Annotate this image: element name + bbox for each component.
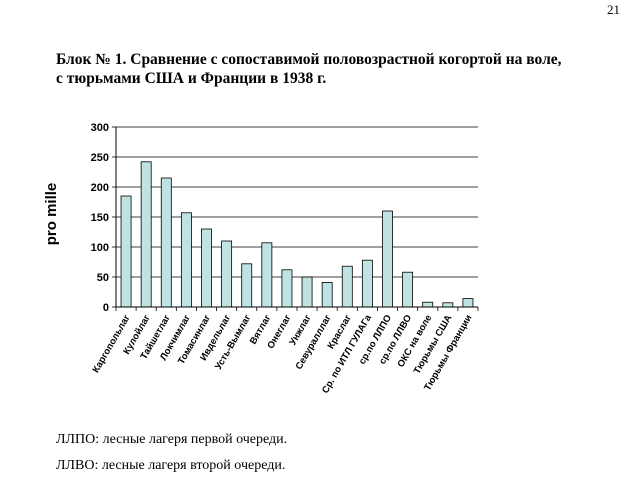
chart-gridlines: [116, 126, 478, 278]
bar: [241, 263, 253, 308]
y-tick-label: 150: [91, 212, 109, 224]
bar: [321, 281, 333, 308]
block-title-line-2: с тюрьмами США и Франции в 1938 г.: [56, 70, 327, 87]
bar: [281, 269, 293, 308]
chart-axes: [112, 126, 479, 311]
mortality-bar-chart: 0 50 100 150 200 250 300 КаргопольлагКулойлагТ…: [43, 122, 479, 395]
y-axis-label: pro mille: [43, 183, 60, 246]
y-tick-label: 100: [91, 242, 109, 254]
bar: [201, 228, 212, 308]
bar: [180, 212, 192, 308]
bar: [261, 242, 273, 308]
note-llpo: ЛЛПО: лесные лагеря первой очереди.: [56, 432, 288, 447]
bar: [341, 265, 353, 308]
y-tick-label: 200: [91, 182, 109, 194]
y-tick-label: 50: [97, 272, 109, 284]
bar: [382, 210, 393, 308]
bar: [160, 177, 172, 308]
bar: [301, 276, 313, 308]
y-tick-label: 0: [103, 302, 109, 314]
bar: [140, 161, 152, 308]
bar: [442, 302, 454, 308]
block-title-line-1: Блок № 1. Сравнение с сопоставимой полов…: [56, 51, 562, 68]
block-title: Блок № 1. Сравнение с сопоставимой полов…: [56, 50, 626, 88]
bar: [361, 259, 373, 308]
y-tick-labels: 0 50 100 150 200 250 300: [91, 122, 109, 314]
bar: [462, 298, 474, 308]
chart-bars: [120, 161, 474, 308]
y-tick-label: 300: [91, 122, 109, 134]
page-number: 21: [607, 2, 620, 17]
note-llvo: ЛЛВО: лесные лагеря второй очереди.: [56, 458, 286, 473]
bar: [422, 301, 434, 308]
bar: [120, 195, 132, 308]
bar: [221, 240, 233, 308]
bar: [402, 271, 414, 308]
y-tick-label: 250: [91, 152, 109, 164]
x-tick-labels: КаргопольлагКулойлагТайшетлагЛокчимлагТо…: [91, 312, 475, 395]
